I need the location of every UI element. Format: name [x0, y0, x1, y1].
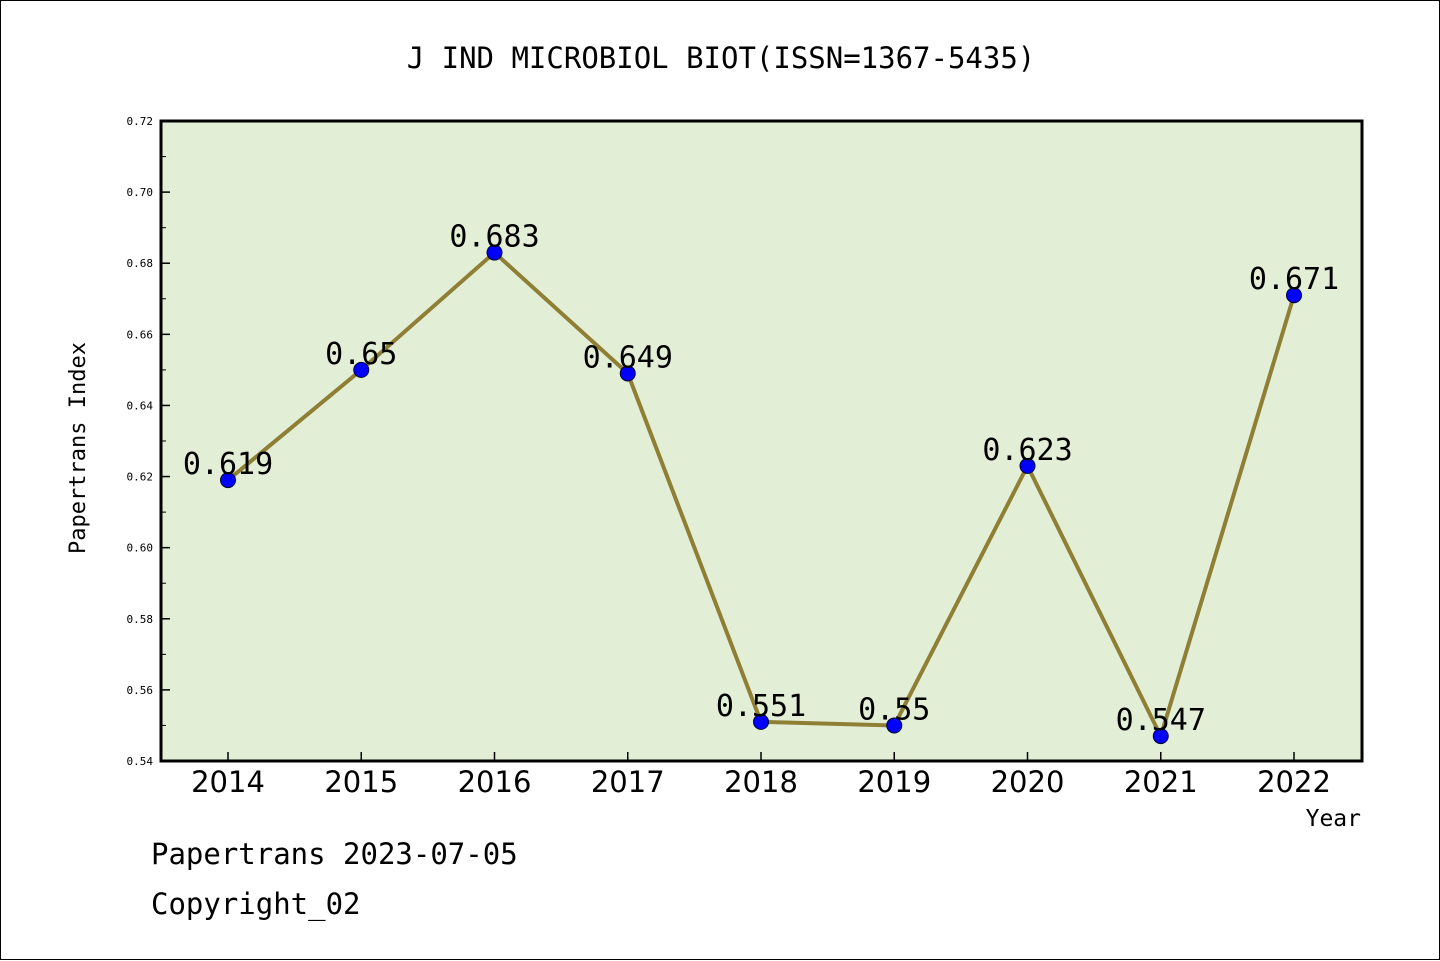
data-label: 0.619: [183, 447, 273, 482]
x-axis: 2014 2015 2016 2017 2018 2019 2020 2021 2022: [191, 752, 1331, 799]
y-tick-label: 0.68: [127, 257, 154, 270]
data-point-marker: [1019, 457, 1036, 474]
data-point-marker: [486, 244, 503, 261]
y-tick-label: 0.58: [127, 613, 154, 626]
x-axis-label: Year: [1306, 806, 1361, 832]
y-tick-label: 0.72: [127, 115, 154, 128]
x-tick-label: 2018: [724, 765, 798, 799]
data-point-marker: [619, 365, 636, 382]
data-point-marker: [886, 717, 903, 734]
y-tick-label: 0.54: [127, 755, 154, 768]
data-point-marker: [220, 472, 236, 489]
data-point-marker: [353, 361, 370, 378]
x-tick-label: 2022: [1257, 765, 1331, 799]
data-point-marker: [1286, 287, 1302, 304]
chart-title: J IND MICROBIOL BIOT(ISSN=1367-5435): [407, 41, 1036, 75]
y-tick-label: 0.60: [127, 542, 154, 555]
data-label: 0.55: [858, 692, 930, 727]
data-label: 0.683: [449, 220, 539, 255]
y-tick-label: 0.56: [127, 684, 154, 697]
x-tick-label: 2020: [991, 765, 1065, 799]
plot-area: [161, 121, 1362, 761]
y-tick-label: 0.66: [127, 328, 154, 341]
x-tick-label: 2016: [458, 765, 532, 799]
footer-date: Papertrans 2023-07-05: [151, 837, 518, 871]
data-label: 0.65: [325, 337, 397, 372]
series-group: 0.619 0.65 0.683 0.649 0.551 0.55 0.623 0.547 0.…: [183, 220, 1339, 745]
y-tick-label: 0.62: [127, 471, 154, 484]
data-label: 0.547: [1116, 703, 1206, 738]
x-tick-label: 2014: [191, 765, 265, 799]
data-label: 0.551: [716, 689, 806, 724]
x-tick-label: 2019: [857, 765, 931, 799]
data-point-marker: [1152, 728, 1169, 745]
data-point-marker: [753, 713, 769, 730]
y-axis-label: Papertrans Index: [66, 342, 91, 554]
y-tick-label: 0.70: [127, 186, 154, 199]
footer-copyright: Copyright_02: [151, 887, 361, 921]
data-label: 0.671: [1249, 262, 1339, 297]
y-axis: 0.54 0.56 0.58 0.60 0.62 0.64 0.66 0.68 0.70 0.72: [127, 115, 170, 768]
x-tick-label: 2021: [1124, 765, 1198, 799]
data-label: 0.649: [583, 340, 673, 375]
data-label: 0.623: [982, 433, 1072, 468]
x-tick-label: 2017: [591, 765, 665, 799]
y-tick-label: 0.64: [127, 399, 154, 412]
plot-border: [159, 119, 1364, 763]
x-tick-label: 2015: [324, 765, 398, 799]
